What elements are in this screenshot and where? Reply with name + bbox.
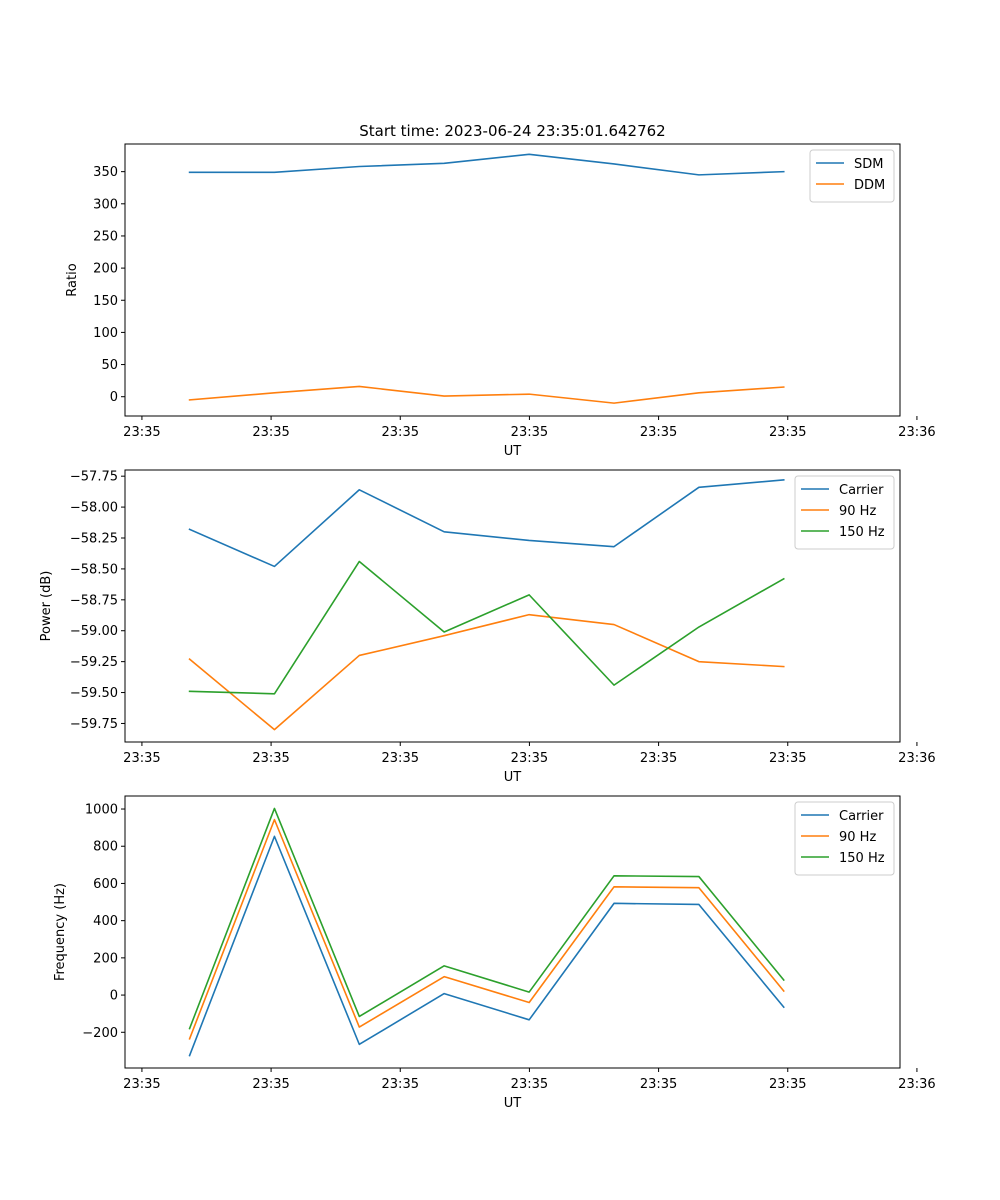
frequency-y-tick-label: 600 bbox=[93, 877, 118, 892]
frequency-y-tick-label: 800 bbox=[93, 840, 118, 855]
power-x-tick-label: 23:35 bbox=[640, 751, 677, 766]
power-x-tick-label: 23:35 bbox=[252, 751, 289, 766]
frequency-series-line-1 bbox=[188, 835, 785, 1057]
power-y-tick-label: −58.75 bbox=[70, 593, 118, 608]
frequency-series-line-2 bbox=[188, 818, 785, 1040]
ratio-x-tick-label: 23:35 bbox=[640, 425, 677, 440]
power-y-tick-label: −59.75 bbox=[70, 717, 118, 732]
frequency-x-tick-label: 23:36 bbox=[898, 1077, 935, 1092]
frequency-x-tick-label: 23:35 bbox=[382, 1077, 419, 1092]
ratio-y-tick-label: 300 bbox=[93, 197, 118, 212]
ratio-x-tick-label: 23:35 bbox=[252, 425, 289, 440]
frequency-y-tick-label: 0 bbox=[110, 989, 118, 1004]
power-series-line-2 bbox=[188, 613, 785, 731]
ratio-y-tick-label: 350 bbox=[93, 165, 118, 180]
frequency-x-tick-label: 23:35 bbox=[123, 1077, 160, 1092]
power-series-line-1 bbox=[188, 479, 785, 568]
chart-panels: 23:35 23:35 23:35 23:35 23:35 23:35 23:36 0 50 10… bbox=[39, 143, 936, 1111]
ratio-y-tick-label: 0 bbox=[110, 390, 118, 405]
ratio-x-tick-label: 23:35 bbox=[123, 425, 160, 440]
frequency-x-tick-label: 23:35 bbox=[511, 1077, 548, 1092]
ratio-series-line-1 bbox=[188, 153, 785, 176]
power-x-tick-label: 23:36 bbox=[898, 751, 935, 766]
frequency-y-tick-label: 200 bbox=[93, 951, 118, 966]
ratio-axes-frame bbox=[124, 143, 901, 417]
frequency-legend-label: 90 Hz bbox=[839, 830, 876, 845]
frequency-y-tick-label: 1000 bbox=[85, 803, 118, 818]
ratio-x-tick-label: 23:35 bbox=[382, 425, 419, 440]
frequency-y-tick-label: 400 bbox=[93, 914, 118, 929]
ratio-legend-label: DDM bbox=[854, 178, 885, 193]
power-legend-label: 150 Hz bbox=[839, 525, 885, 540]
ratio-x-tick-label: 23:35 bbox=[769, 425, 806, 440]
power-y-tick-label: −59.00 bbox=[70, 624, 118, 639]
ratio-y-tick-label: 100 bbox=[93, 326, 118, 341]
power-x-tick-label: 23:35 bbox=[511, 751, 548, 766]
ratio-y-tick-label: 50 bbox=[101, 358, 118, 373]
frequency-legend: Carrier 90 Hz 150 Hz bbox=[794, 801, 895, 876]
power-legend: Carrier 90 Hz 150 Hz bbox=[794, 475, 895, 550]
power-y-axis-label: Power (dB) bbox=[39, 571, 54, 642]
frequency-y-tick-label: −200 bbox=[82, 1026, 118, 1041]
power-y-tick-label: −58.50 bbox=[70, 562, 118, 577]
ratio-y-tick-label: 150 bbox=[93, 294, 118, 309]
frequency-legend-label: Carrier bbox=[839, 809, 884, 824]
power-y-tick-label: −57.75 bbox=[70, 470, 118, 485]
power-axes-frame bbox=[124, 469, 901, 743]
power-x-tick-label: 23:35 bbox=[382, 751, 419, 766]
power-x-tick-label: 23:35 bbox=[123, 751, 160, 766]
ratio-legend-label: SDM bbox=[854, 157, 883, 172]
figure-title: Start time: 2023-06-24 23:35:01.642762 bbox=[359, 122, 665, 140]
power-y-tick-label: −58.00 bbox=[70, 501, 118, 516]
frequency-legend-label: 150 Hz bbox=[839, 851, 885, 866]
ratio-x-axis-label: UT bbox=[504, 444, 522, 459]
power-legend-label: Carrier bbox=[839, 483, 884, 498]
frequency-x-axis-label: UT bbox=[504, 1096, 522, 1111]
power-y-tick-label: −58.25 bbox=[70, 532, 118, 547]
ratio-y-tick-label: 250 bbox=[93, 229, 118, 244]
frequency-y-axis-label: Frequency (Hz) bbox=[53, 883, 68, 981]
frequency-panel: 23:35 23:35 23:35 23:35 23:35 23:35 23:36 −200 0… bbox=[53, 795, 936, 1111]
ratio-x-tick-label: 23:35 bbox=[511, 425, 548, 440]
power-y-tick-label: −59.50 bbox=[70, 686, 118, 701]
power-x-axis-label: UT bbox=[504, 770, 522, 785]
frequency-series-line-3 bbox=[188, 807, 785, 1030]
frequency-x-tick-label: 23:35 bbox=[252, 1077, 289, 1092]
frequency-x-tick-label: 23:35 bbox=[769, 1077, 806, 1092]
ratio-legend: SDM DDM bbox=[809, 149, 895, 203]
power-x-tick-label: 23:35 bbox=[769, 751, 806, 766]
ratio-panel: 23:35 23:35 23:35 23:35 23:35 23:35 23:36 0 50 10… bbox=[65, 143, 936, 459]
power-series-line-3 bbox=[188, 560, 785, 695]
ratio-x-tick-label: 23:36 bbox=[898, 425, 935, 440]
ratio-y-tick-label: 200 bbox=[93, 262, 118, 277]
ratio-series-line-2 bbox=[188, 385, 785, 404]
frequency-axes-frame bbox=[124, 795, 901, 1069]
ratio-y-axis-label: Ratio bbox=[65, 263, 80, 296]
power-legend-label: 90 Hz bbox=[839, 504, 876, 519]
power-y-tick-label: −59.25 bbox=[70, 655, 118, 670]
power-panel: 23:35 23:35 23:35 23:35 23:35 23:35 23:36 −59.7… bbox=[39, 469, 936, 785]
frequency-x-tick-label: 23:35 bbox=[640, 1077, 677, 1092]
